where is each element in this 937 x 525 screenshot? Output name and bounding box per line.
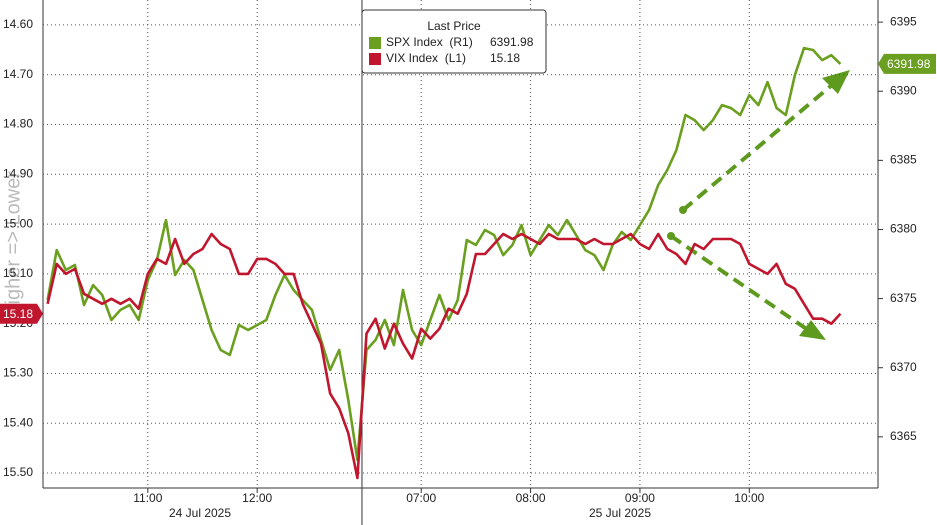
y-tick-label: 15.30 xyxy=(3,366,33,380)
legend-swatch xyxy=(369,37,381,49)
down-arrow xyxy=(669,234,810,332)
legend-value: 15.18 xyxy=(490,51,520,65)
y-tick-label: 15.10 xyxy=(3,266,33,280)
date-label: 24 Jul 2025 xyxy=(169,506,231,520)
legend-label: VIX Index (L1) xyxy=(386,51,466,65)
up-arrow xyxy=(681,83,834,212)
legend-box xyxy=(361,9,547,74)
last-value-tag xyxy=(0,303,43,324)
y-axis-label: Higher => Lower xyxy=(2,171,24,319)
last-value-label: 15.18 xyxy=(3,307,33,321)
x-tick-label: 11:00 xyxy=(133,491,162,505)
x-tick-label: 09:00 xyxy=(625,491,655,505)
y-tick-label: 14.70 xyxy=(3,67,33,81)
y-tick-label: 14.80 xyxy=(3,117,33,131)
y2-tick-label: 6385 xyxy=(890,153,917,167)
x-tick-label: 08:00 xyxy=(516,491,546,505)
y-tick-label: 15.40 xyxy=(3,415,33,429)
y2-tick-label: 6365 xyxy=(890,429,917,443)
x-tick-label: 10:00 xyxy=(734,491,764,505)
last-value-tag xyxy=(878,53,936,74)
y2-tick-label: 6380 xyxy=(890,222,917,236)
legend-label: SPX Index (R1) xyxy=(386,35,473,49)
y2-tick-label: 6395 xyxy=(890,14,917,28)
down-arrowhead xyxy=(799,320,826,340)
up-arrowhead xyxy=(822,70,850,94)
y2-tick-label: 6375 xyxy=(890,291,917,305)
arrow-start xyxy=(667,232,675,240)
legend-value: 6391.98 xyxy=(490,35,534,49)
legend-title: Last Price xyxy=(427,19,481,33)
y-tick-label: 15.00 xyxy=(3,216,33,230)
series-line xyxy=(46,232,842,480)
y-tick-label: 15.50 xyxy=(3,465,33,479)
legend-swatch xyxy=(369,53,381,65)
y2-tick-label: 6390 xyxy=(890,83,917,97)
x-tick-label: 12:00 xyxy=(242,491,272,505)
date-label: 25 Jul 2025 xyxy=(589,506,651,520)
y2-tick-label: 6370 xyxy=(890,360,917,374)
y-tick-label: 14.90 xyxy=(3,166,33,180)
series-line xyxy=(46,46,842,462)
x-tick-label: 07:00 xyxy=(406,491,436,505)
y-tick-label: 14.60 xyxy=(3,17,33,31)
arrow-start xyxy=(679,206,687,214)
last-value-label: 6391.98 xyxy=(887,57,931,71)
legend: Last Price SPX Index (R1) 6391.98 VIX Index… xyxy=(361,9,547,74)
annotation-arrows xyxy=(669,83,834,332)
